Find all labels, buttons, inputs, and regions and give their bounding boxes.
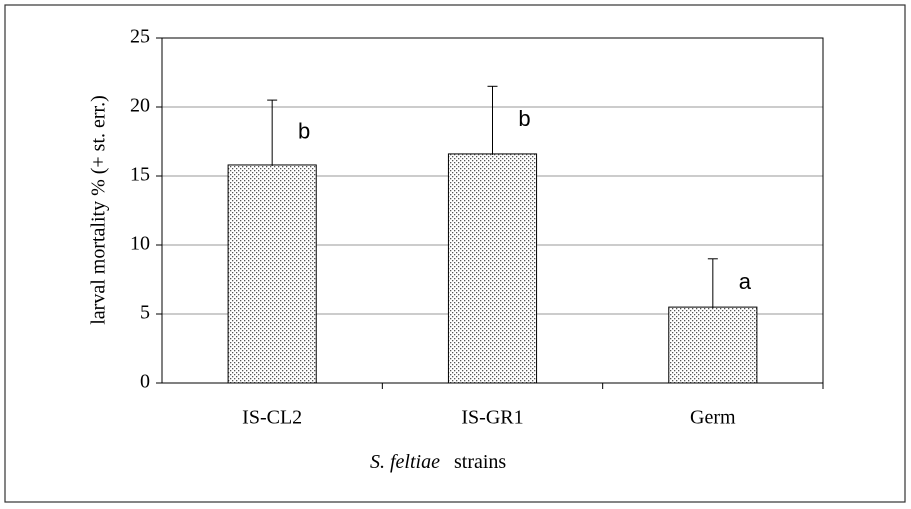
- bar: [447, 153, 538, 384]
- annotation: b: [298, 118, 310, 143]
- frame: [4, 4, 906, 503]
- y-tick-label: 25: [130, 26, 150, 48]
- x-label-species: S. feltiae: [370, 451, 440, 473]
- y-tick-label: 15: [130, 164, 150, 186]
- x-tick-label: IS-GR1: [461, 407, 523, 429]
- x-tick-label: Germ: [690, 407, 736, 429]
- x-tick-label: IS-CL2: [242, 407, 302, 429]
- y-tick-label: 10: [130, 233, 150, 255]
- x-label-suffix: strains: [454, 451, 506, 473]
- y-tick-label: 0: [140, 371, 150, 393]
- x-axis-label: S. feltiae strains: [370, 451, 506, 473]
- bar: [227, 164, 317, 384]
- bar: [668, 306, 758, 384]
- y-axis-label: larval mortality % (+ st. err.): [88, 95, 110, 325]
- annotation: a: [739, 269, 752, 294]
- y-tick-label: 5: [140, 302, 150, 324]
- annotation: b: [518, 106, 530, 131]
- plot: 0 5 10 15 20 25 IS-CL2 b IS-GR1 b Germ a: [130, 26, 824, 429]
- y-tick-label: 20: [130, 95, 150, 117]
